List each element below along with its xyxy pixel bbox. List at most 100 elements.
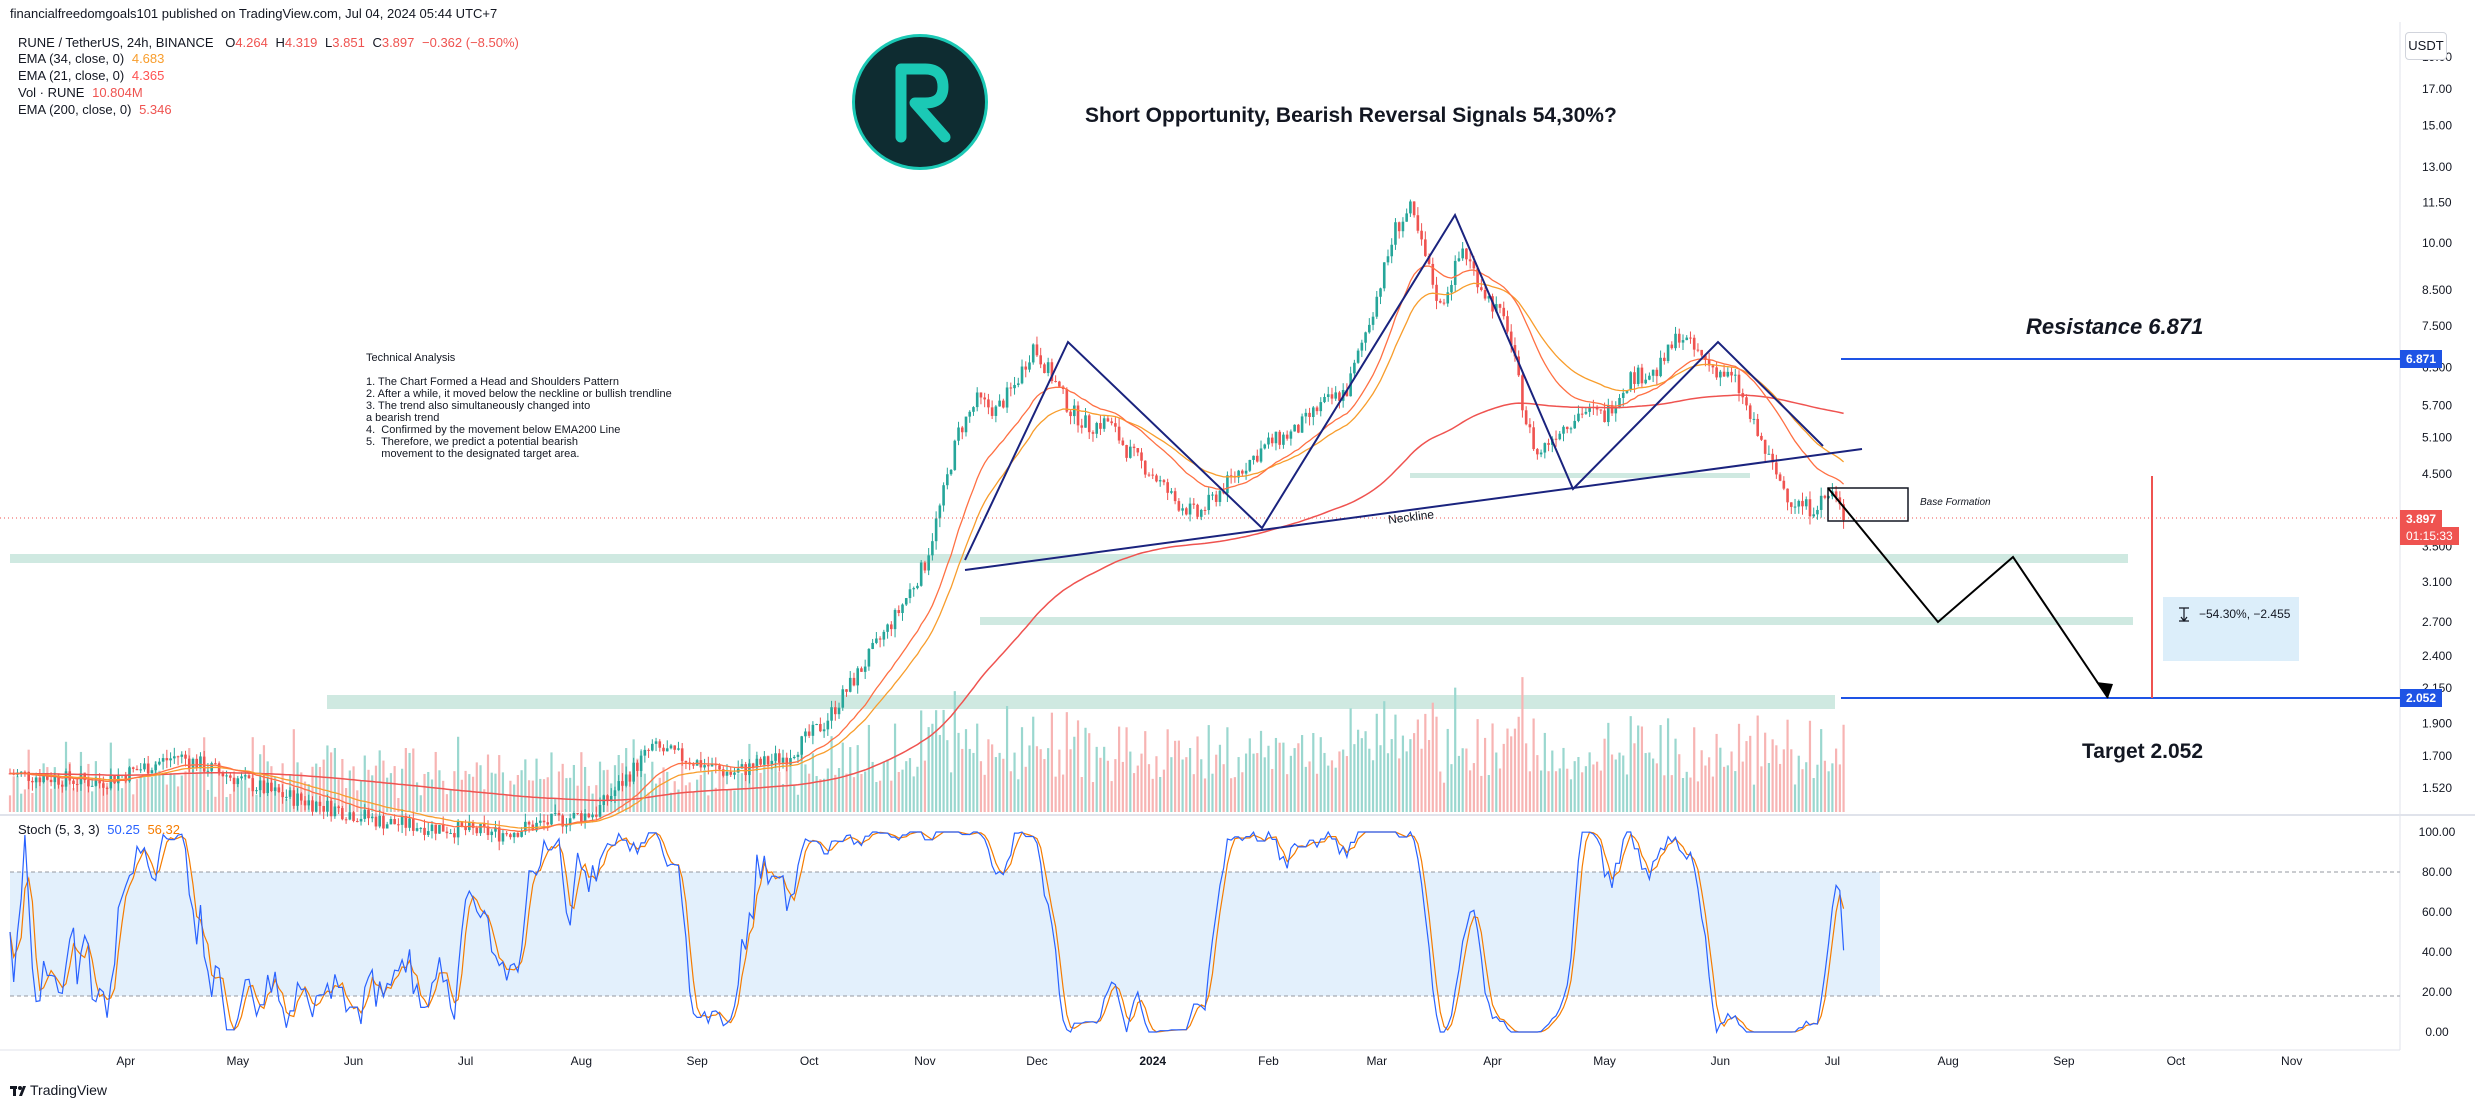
- candle-body: [1397, 222, 1401, 232]
- volume-bar: [397, 798, 400, 812]
- stoch-legend[interactable]: Stoch (5, 3, 3) 50.25 56.32: [18, 822, 180, 837]
- candle-body: [1214, 494, 1218, 502]
- candle-body: [1502, 307, 1506, 317]
- candle-body: [807, 731, 811, 736]
- volume-bar: [1300, 735, 1304, 812]
- price-tick-label: 1.900: [2422, 717, 2452, 731]
- volume-bar: [1525, 743, 1528, 812]
- volume-bar: [1689, 777, 1692, 812]
- volume-bar: [875, 782, 878, 812]
- candle-body: [486, 826, 490, 836]
- volume-legend[interactable]: Vol · RUNE 10.804M: [18, 85, 143, 100]
- candle-body: [893, 610, 897, 630]
- candle-body: [658, 741, 662, 748]
- volume-bar: [1547, 771, 1550, 812]
- time-axis[interactable]: Apr May Jun Jul Aug Sep Oct Nov Dec 2024 Feb Mar Apr…: [116, 1054, 2302, 1068]
- volume-bar: [1543, 732, 1546, 812]
- candle-body: [1472, 261, 1476, 269]
- volume-bar: [98, 782, 101, 812]
- volume-bar: [1032, 716, 1035, 812]
- candle-body: [102, 783, 105, 788]
- time-tick-label: Aug: [1937, 1054, 1958, 1068]
- volume-bar: [666, 771, 669, 812]
- candle-body: [1024, 366, 1028, 370]
- candle-body: [1084, 415, 1087, 428]
- candle-body: [1229, 475, 1233, 477]
- volume-bar: [935, 710, 938, 812]
- candle-body: [1255, 455, 1259, 462]
- volume-bar: [1558, 768, 1561, 812]
- currency-unit-button[interactable]: USDT: [2405, 32, 2447, 60]
- stoch-axis[interactable]: 100.00 80.00 60.00 40.00 20.00 0.00: [2419, 825, 2456, 1039]
- volume-bar: [498, 755, 501, 812]
- candle-body: [998, 400, 1001, 407]
- ema200-legend[interactable]: EMA (200, close, 0) 5.346: [18, 102, 172, 117]
- volume-bar: [199, 755, 202, 812]
- candle-body: [979, 392, 983, 398]
- candle-body: [1129, 446, 1132, 458]
- candle-body: [1076, 405, 1080, 426]
- price-axis[interactable]: 19.0017.0015.0013.0011.5010.008.5007.500…: [2422, 50, 2452, 795]
- volume-bar: [1760, 766, 1763, 812]
- candle-body: [1715, 367, 1718, 378]
- candle-body: [1745, 397, 1748, 406]
- volume-bar: [311, 766, 314, 812]
- candle-body: [1621, 392, 1625, 398]
- volume-bar: [957, 732, 960, 812]
- candle-body: [247, 775, 251, 779]
- symbol-legend[interactable]: RUNE / TetherUS, 24h, BINANCE O4.264 H4.…: [18, 35, 519, 50]
- candle-body: [139, 769, 143, 771]
- volume-bar: [1521, 677, 1524, 812]
- volume-bar: [1200, 759, 1203, 812]
- volume-bar: [1398, 758, 1401, 812]
- candle-body: [1494, 304, 1498, 312]
- low-value: 3.851: [332, 35, 365, 50]
- volume-bar: [1286, 774, 1289, 812]
- volume-bar: [516, 775, 519, 812]
- volume-bar: [1226, 727, 1229, 812]
- volume-bar: [1801, 769, 1804, 812]
- candle-body: [1595, 407, 1599, 410]
- candle-body: [27, 771, 30, 781]
- candle-body: [692, 764, 695, 766]
- volume-bar: [733, 790, 736, 812]
- candle-body: [505, 833, 508, 835]
- price-pane[interactable]: [0, 22, 2400, 815]
- projection-path: [1827, 487, 2109, 699]
- volume-bar: [1510, 736, 1513, 812]
- candle-body: [1748, 405, 1752, 419]
- volume-bar: [737, 773, 740, 812]
- candle-body: [875, 638, 878, 643]
- volume-bar: [1640, 726, 1644, 812]
- volume-bar: [35, 779, 38, 812]
- candle-body: [434, 824, 438, 834]
- candle-body: [871, 642, 874, 649]
- ema34-legend[interactable]: EMA (34, close, 0) 4.683: [18, 51, 165, 66]
- candle-body: [904, 598, 908, 605]
- tradingview-footer[interactable]: TradingView: [10, 1082, 107, 1098]
- rune-r-icon: [895, 63, 951, 143]
- ema21-legend[interactable]: EMA (21, close, 0) 4.365: [18, 68, 165, 83]
- volume-bar: [991, 744, 994, 812]
- volume-bar: [1614, 759, 1617, 812]
- price-tick-label: 1.700: [2422, 749, 2452, 763]
- volume-bar: [1696, 781, 1700, 812]
- candle-body: [1453, 260, 1457, 285]
- candle-body: [1737, 374, 1741, 394]
- volume-bar: [1472, 763, 1475, 812]
- volume-bar: [1775, 745, 1778, 812]
- volume-bar: [606, 769, 609, 812]
- volume-bar: [244, 774, 247, 812]
- volume-bar: [1218, 744, 1222, 812]
- candle-body: [1513, 345, 1517, 357]
- candle-body: [1368, 324, 1371, 333]
- volume-bar: [654, 783, 658, 812]
- candle-body: [527, 821, 531, 825]
- volume-bar: [1118, 726, 1121, 812]
- volume-bar: [1035, 746, 1039, 812]
- candle-body: [1248, 459, 1252, 471]
- candle-body: [781, 757, 785, 763]
- candle-body: [326, 800, 329, 812]
- volume-bar: [852, 777, 856, 812]
